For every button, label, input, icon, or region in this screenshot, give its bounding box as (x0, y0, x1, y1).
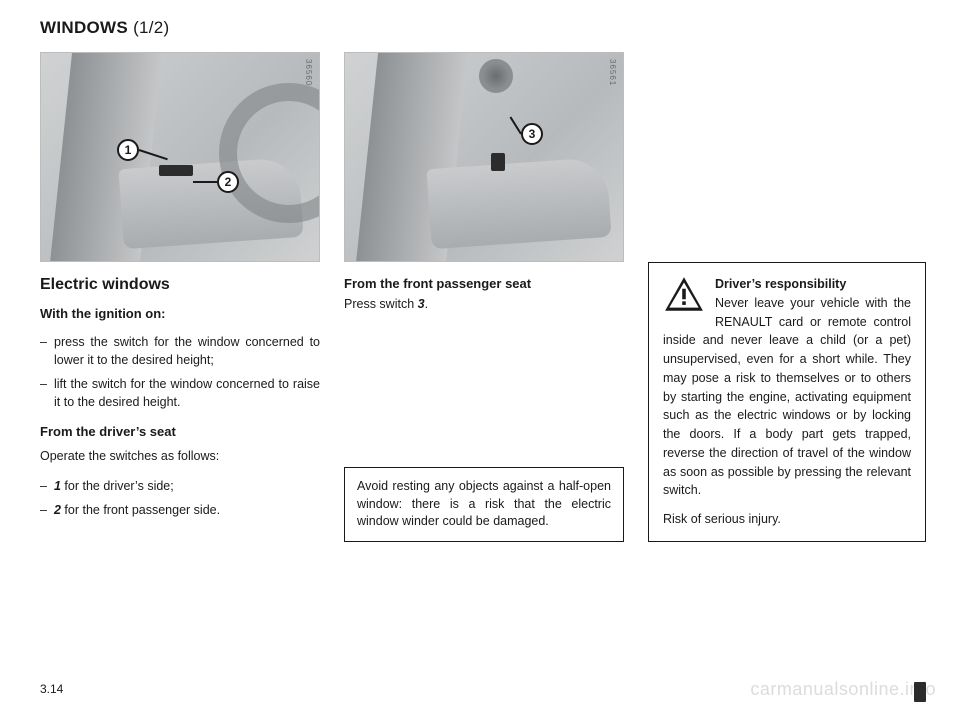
figure-code: 36561 (608, 59, 617, 86)
instruction-list: 1 for the driver’s side; 2 for the front… (40, 471, 320, 519)
paragraph: Press switch 3. (344, 295, 624, 313)
callout-2: 2 (193, 171, 239, 193)
callout-1: 1 (117, 139, 169, 161)
column-3: Driver’s responsibility Never leave your … (648, 52, 926, 542)
callout-bubble: 1 (117, 139, 139, 161)
armrest-graphic (426, 157, 611, 249)
paragraph: Operate the switches as follows: (40, 447, 320, 465)
text: . (425, 297, 428, 311)
callout-line (510, 117, 522, 135)
ref-number: 2 (54, 503, 61, 517)
columns: 36560 1 2 Electric windows With the igni… (40, 52, 926, 542)
ref-number: 3 (418, 297, 425, 311)
text: Press switch (344, 297, 418, 311)
callout-bubble: 3 (521, 123, 543, 145)
title-main: WINDOWS (40, 18, 128, 37)
warning-body: Never leave your vehicle with the RENAUL… (663, 296, 911, 498)
figure-2: 36561 3 (344, 52, 624, 262)
list-item: 2 for the front passenger side. (40, 501, 320, 519)
column-1: 36560 1 2 Electric windows With the igni… (40, 52, 320, 542)
instruction-list: press the switch for the window concerne… (40, 327, 320, 412)
figure-code: 36560 (304, 59, 313, 86)
page-number: 3.14 (40, 682, 63, 696)
warning-body-2: Risk of serious injury. (663, 510, 911, 529)
manual-page: WINDOWS (1/2) 36560 1 2 Electric wi (0, 0, 960, 710)
column-2: 36561 3 From the front passenger seat Pr… (344, 52, 624, 542)
sub-heading: From the front passenger seat (344, 276, 624, 291)
window-switch-graphic (491, 153, 505, 171)
callout-3: 3 (501, 123, 543, 145)
ref-number: 1 (54, 479, 61, 493)
callout-line (139, 149, 168, 160)
figure-1: 36560 1 2 (40, 52, 320, 262)
sub-heading: From the driver’s seat (40, 424, 320, 439)
note-text: Avoid resting any objects against a half… (357, 479, 611, 528)
callout-bubble: 2 (217, 171, 239, 193)
list-text: for the front passenger side. (61, 503, 220, 517)
warning-triangle-icon (663, 275, 705, 319)
sub-heading: With the ignition on: (40, 306, 320, 321)
page-title: WINDOWS (1/2) (40, 18, 926, 38)
list-text: for the driver’s side; (61, 479, 174, 493)
warning-box: Driver’s responsibility Never leave your … (648, 262, 926, 542)
note-box: Avoid resting any objects against a half… (344, 467, 624, 542)
page-tab-marker (914, 682, 926, 702)
watermark: carmanualsonline.info (750, 679, 936, 700)
air-vent-graphic (479, 59, 513, 93)
callout-line (193, 181, 217, 183)
section-heading: Electric windows (40, 276, 320, 294)
list-item: lift the switch for the window concerned… (40, 375, 320, 411)
list-item: press the switch for the window concerne… (40, 333, 320, 369)
window-switch-graphic (159, 165, 193, 176)
title-sub: (1/2) (133, 18, 169, 37)
warning-title: Driver’s responsibility (715, 277, 846, 291)
list-item: 1 for the driver’s side; (40, 477, 320, 495)
